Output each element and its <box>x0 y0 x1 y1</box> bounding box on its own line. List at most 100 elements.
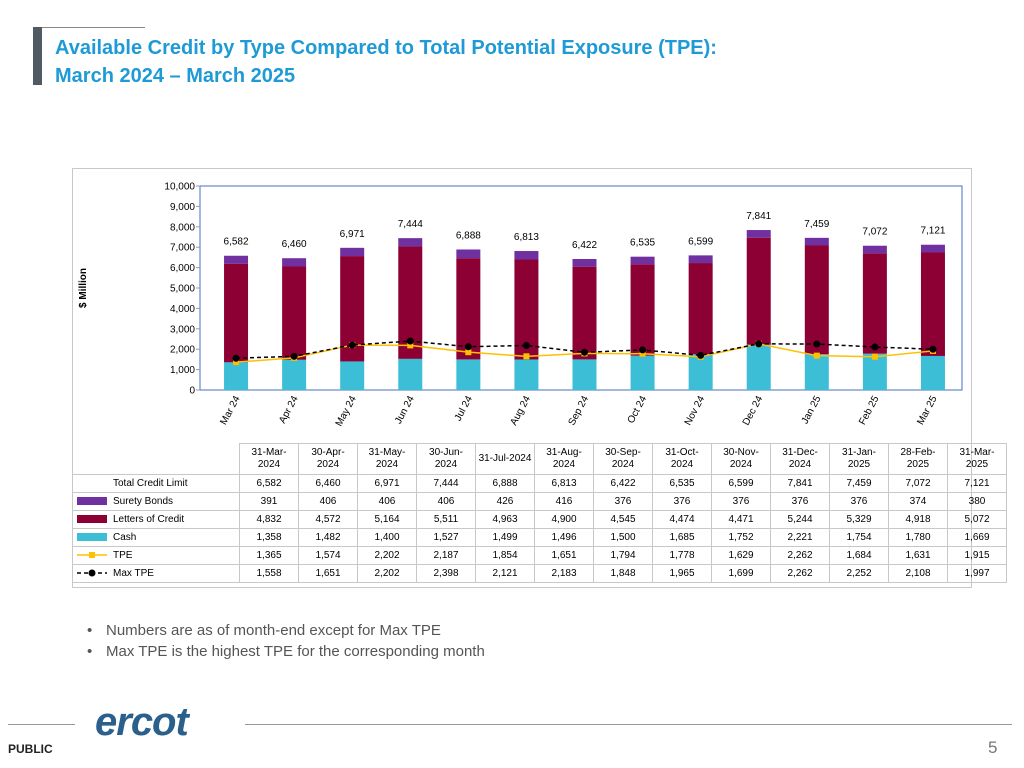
table-cell: 4,572 <box>298 510 358 529</box>
legend-swatch <box>77 497 107 506</box>
table-header-row: 31-Mar-2024 30-Apr-2024 31-May-2024 30-Jun-… <box>73 443 1007 475</box>
legend-label: Surety Bonds <box>113 496 174 507</box>
row-label: Total Credit Limit <box>72 474 240 493</box>
note: Numbers are as of month-end except for M… <box>84 620 485 641</box>
table-cell: 1,496 <box>534 528 594 547</box>
table-cell: 1,365 <box>239 546 299 565</box>
y-axis-label: $ Million <box>78 268 89 308</box>
marker <box>523 353 530 360</box>
table-cell: 6,888 <box>475 474 535 493</box>
bar-segment <box>688 263 713 355</box>
notes: Numbers are as of month-end except for M… <box>84 620 485 662</box>
marker <box>697 351 705 359</box>
table-cell: 1,794 <box>593 546 653 565</box>
bar-segment <box>224 255 249 264</box>
bar-segment <box>514 251 539 260</box>
table-cell: 1,629 <box>711 546 771 565</box>
table-cell: 426 <box>475 492 535 511</box>
bar-segment <box>746 230 771 238</box>
table-cell: 6,971 <box>357 474 417 493</box>
table-cell: 1,997 <box>947 564 1007 583</box>
footer-rule <box>245 724 1012 725</box>
note: Max TPE is the highest TPE for the corre… <box>84 641 485 662</box>
total-label: 7,459 <box>804 219 829 230</box>
table-row: Surety Bonds 391 406 406 406 426 416 376 376 376 3… <box>72 492 1007 511</box>
table-cell: 1,358 <box>239 528 299 547</box>
column-header: 31-Jan-2025 <box>829 443 889 475</box>
marker <box>639 350 646 357</box>
total-label: 7,072 <box>862 227 887 238</box>
table-cell: 5,511 <box>416 510 476 529</box>
table-cell: 2,262 <box>770 546 830 565</box>
title: Available Credit by Type Compared to Tot… <box>55 34 717 90</box>
table-cell: 1,752 <box>711 528 771 547</box>
table-cell: 6,535 <box>652 474 712 493</box>
bar-segment <box>398 358 423 390</box>
bar-segment <box>920 355 945 390</box>
marker <box>464 343 472 351</box>
column-header: 31-Aug-2024 <box>534 443 594 475</box>
column-header: 31-Mar-2024 <box>239 443 299 475</box>
table-cell: 2,183 <box>534 564 594 583</box>
total-label: 6,582 <box>224 237 249 248</box>
bar-segment <box>804 237 829 246</box>
total-label: 6,460 <box>282 239 307 250</box>
table-cell: 376 <box>829 492 889 511</box>
legend-label: TPE <box>113 550 133 561</box>
marker <box>233 359 240 366</box>
x-tick-label: Dec 24 <box>741 394 766 428</box>
table-cell: 6,422 <box>593 474 653 493</box>
table-cell: 1,778 <box>652 546 712 565</box>
bar-segment <box>282 359 307 390</box>
table-row: Total Credit Limit 6,582 6,460 6,971 7,444 6,… <box>72 474 1007 493</box>
total-label: 7,444 <box>398 219 423 230</box>
bar-segment <box>804 354 829 390</box>
bar-segment <box>224 263 249 363</box>
bar-segment <box>862 253 887 354</box>
table-cell: 1,651 <box>534 546 594 565</box>
x-tick-label: Jan 25 <box>800 394 824 426</box>
legend-icon <box>77 569 107 577</box>
table-cell: 4,474 <box>652 510 712 529</box>
total-label: 6,888 <box>456 230 481 241</box>
table-cell: 7,841 <box>770 474 830 493</box>
table-cell: 2,252 <box>829 564 889 583</box>
x-tick-label: Jun 24 <box>393 394 417 426</box>
table-cell: 1,848 <box>593 564 653 583</box>
x-tick-label: Nov 24 <box>683 394 708 428</box>
table-cell: 1,482 <box>298 528 358 547</box>
table-cell: 6,460 <box>298 474 358 493</box>
marker <box>581 348 588 356</box>
total-label: 6,971 <box>340 229 365 240</box>
y-tick-label: 9,000 <box>170 202 195 213</box>
marker <box>813 340 821 348</box>
column-header: 31-Oct-2024 <box>652 443 712 475</box>
y-tick-label: 1,000 <box>170 365 195 376</box>
table-cell: 1,400 <box>357 528 417 547</box>
legend-icon <box>77 497 107 506</box>
title-bar <box>33 27 42 85</box>
x-tick-label: Apr 24 <box>277 394 301 426</box>
table-cell: 376 <box>770 492 830 511</box>
table-cell: 1,651 <box>298 564 358 583</box>
total-label: 6,599 <box>688 236 713 247</box>
table-cell: 7,444 <box>416 474 476 493</box>
table-cell: 2,202 <box>357 564 417 583</box>
marker <box>871 343 879 351</box>
table-cell: 7,459 <box>829 474 889 493</box>
title-rule <box>42 27 145 28</box>
y-tick-label: 10,000 <box>164 182 195 193</box>
table-row: Letters of Credit 4,832 4,572 5,164 5,511 4,9… <box>72 510 1007 529</box>
footer-rule <box>8 724 75 725</box>
y-tick-label: 2,000 <box>170 345 195 356</box>
x-tick-label: Mar 25 <box>915 394 940 427</box>
table-cell: 1,499 <box>475 528 535 547</box>
table-cell: 2,221 <box>770 528 830 547</box>
legend-icon <box>77 533 107 542</box>
bar-segment <box>514 359 539 390</box>
bar-segment <box>398 238 423 247</box>
bar-segment <box>804 245 829 355</box>
column-header: 31-Jul-2024 <box>475 443 535 475</box>
marker <box>813 352 820 359</box>
